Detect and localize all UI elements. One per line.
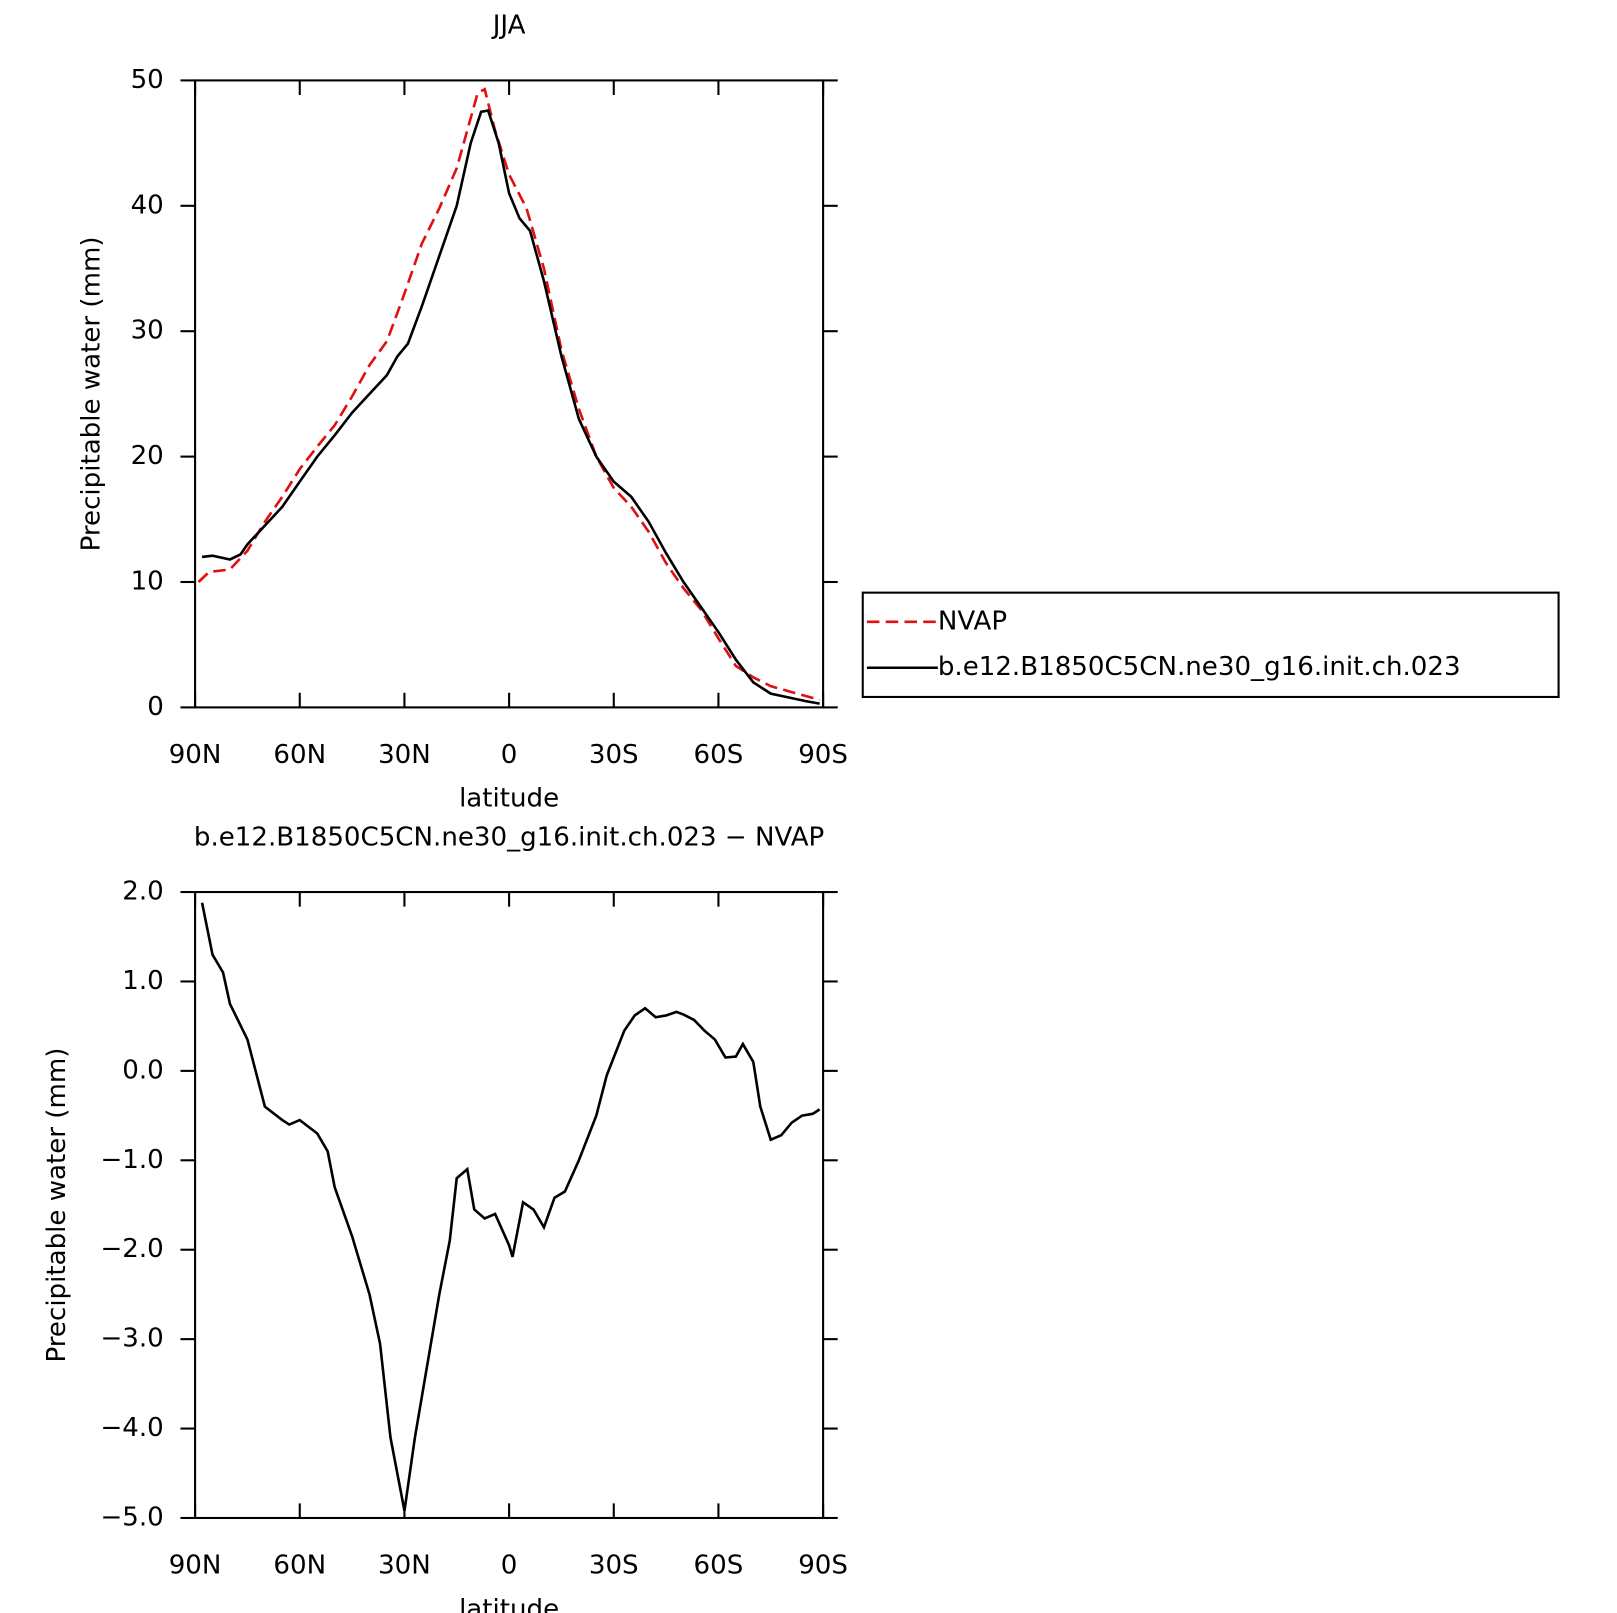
y-tick-label: 1.0 bbox=[122, 966, 163, 996]
plot-frame bbox=[194, 79, 825, 709]
x-tick-label: 0 bbox=[501, 1550, 518, 1580]
x-tick-label: 30N bbox=[378, 1550, 431, 1580]
y-tick-label: −1.0 bbox=[100, 1145, 163, 1175]
y-tick-label: 0.0 bbox=[122, 1055, 163, 1085]
x-axis-label: latitude bbox=[459, 1594, 559, 1613]
y-tick-label: 40 bbox=[131, 190, 164, 220]
data-line bbox=[197, 87, 821, 702]
y-tick-label: −5.0 bbox=[100, 1502, 163, 1532]
legend-label: b.e12.B1850C5CN.ne30_g16.init.ch.023 bbox=[938, 652, 1461, 682]
y-tick-label: 30 bbox=[131, 316, 164, 346]
y-axis-label: Precipitable water (mm) bbox=[42, 1048, 72, 1363]
data-line bbox=[201, 108, 820, 705]
x-tick-label: 90S bbox=[798, 1550, 848, 1580]
x-tick-label: 90S bbox=[798, 740, 848, 770]
y-tick-label: −3.0 bbox=[100, 1324, 163, 1354]
x-tick-label: 30S bbox=[589, 1550, 639, 1580]
data-line bbox=[200, 902, 821, 1512]
x-axis-label: latitude bbox=[459, 784, 559, 814]
x-tick-label: 30N bbox=[378, 740, 431, 770]
y-tick-label: −2.0 bbox=[100, 1234, 163, 1264]
x-tick-label: 90N bbox=[169, 1550, 222, 1580]
x-tick-label: 60S bbox=[694, 740, 744, 770]
y-tick-label: 20 bbox=[131, 441, 164, 471]
x-tick-label: 90N bbox=[169, 740, 222, 770]
x-tick-label: 60S bbox=[694, 1550, 744, 1580]
x-tick-label: 30S bbox=[589, 740, 639, 770]
y-axis-label: Precipitable water (mm) bbox=[76, 236, 106, 551]
y-tick-label: −4.0 bbox=[100, 1413, 163, 1443]
y-tick-label: 2.0 bbox=[122, 877, 163, 907]
legend-box bbox=[861, 591, 1560, 699]
y-tick-label: 0 bbox=[147, 692, 164, 722]
plot-frame bbox=[194, 891, 825, 1520]
y-tick-label: 10 bbox=[131, 566, 164, 596]
y-tick-label: 50 bbox=[131, 65, 164, 95]
legend-label: NVAP bbox=[938, 606, 1007, 636]
x-tick-label: 60N bbox=[273, 1550, 326, 1580]
x-tick-label: 60N bbox=[273, 740, 326, 770]
x-tick-label: 0 bbox=[501, 740, 518, 770]
chart-title: JJA bbox=[491, 11, 526, 41]
chart-title: b.e12.B1850C5CN.ne30_g16.init.ch.023 − N… bbox=[194, 822, 824, 852]
